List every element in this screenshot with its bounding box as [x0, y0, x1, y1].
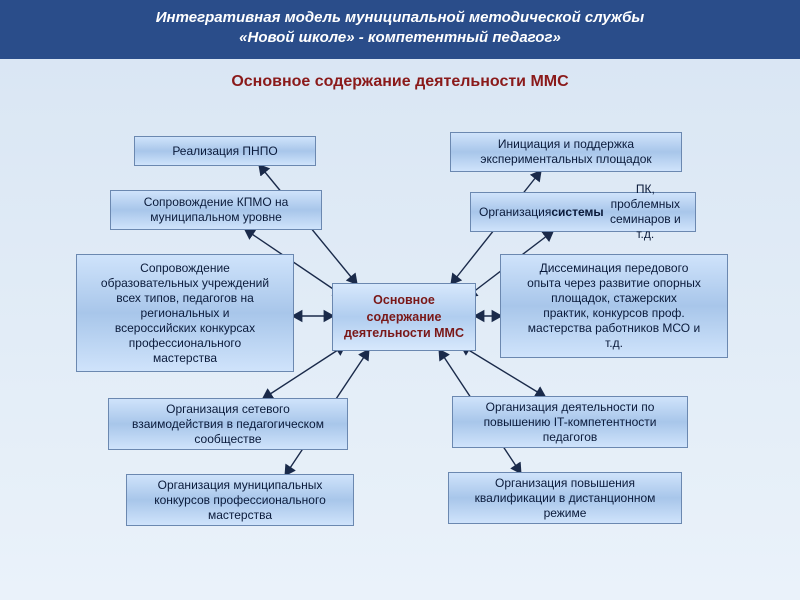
diagram-node: Организация сетевоговзаимодействия в пед… [108, 398, 348, 450]
diagram-node: Сопровождениеобразовательных учрежденийв… [76, 254, 294, 372]
center-node: Основноесодержаниедеятельности ММС [332, 283, 476, 351]
diagram-node: Диссеминация передовогоопыта через разви… [500, 254, 728, 358]
diagram-node: Организация деятельности поповышению IT-… [452, 396, 688, 448]
diagram-node: Реализация ПНПО [134, 136, 316, 166]
diagram-node: Организация повышенияквалификации в дист… [448, 472, 682, 524]
slide-header: Интегративная модель муниципальной метод… [0, 0, 800, 59]
diagram-node: Организация муниципальныхконкурсов профе… [126, 474, 354, 526]
diagram-node: Сопровождение КПМО намуниципальном уровн… [110, 190, 322, 230]
diagram-node: Организация системы ПК,проблемных семина… [470, 192, 696, 232]
header-line2: «Новой школе» - компетентный педагог» [20, 28, 780, 48]
header-line1: Интегративная модель муниципальной метод… [20, 8, 780, 28]
slide-subtitle: Основное содержание деятельности ММС [0, 73, 800, 91]
diagram-node: Инициация и поддержкаэкспериментальных п… [450, 132, 682, 172]
